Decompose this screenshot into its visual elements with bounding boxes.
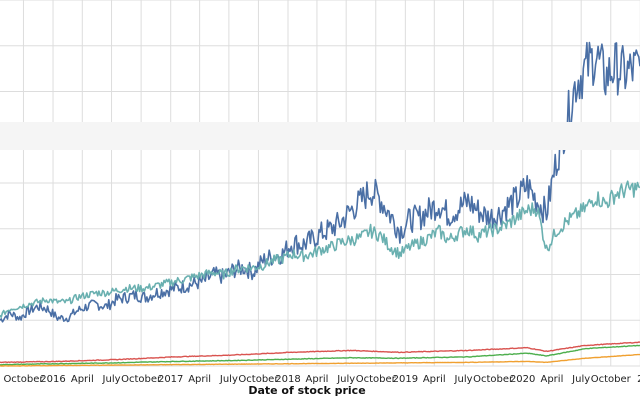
x-tick-label: April [188,374,211,385]
x-tick-label: July [454,374,473,385]
x-tick-label: July [571,374,590,385]
x-tick-label: October [473,374,514,385]
x-tick-label: October [591,374,632,385]
x-tick-label: 2017 [158,374,183,385]
x-tick-label: 2019 [393,374,418,385]
x-tick-label: October [121,374,162,385]
x-tick-label: April [306,374,329,385]
series-line-3 [0,341,640,364]
x-tick-label: October [356,374,397,385]
x-axis-title: Date of stock price [248,384,365,397]
x-tick-label: October [3,374,44,385]
x-tick-label: July [219,374,238,385]
x-tick-label: October [238,374,279,385]
series-lines [0,41,640,367]
x-tick-label: July [336,374,355,385]
x-tick-label: April [540,374,563,385]
x-tick-label: April [71,374,94,385]
x-tick-label: July [102,374,121,385]
x-tick-label: 2018 [275,374,300,385]
x-tick-label: April [423,374,446,385]
series-line-4 [0,344,640,366]
x-tick-label: 2020 [510,374,535,385]
grid [0,0,640,367]
series-line-5 [0,353,640,367]
x-tick-label: 2016 [40,374,65,385]
x-tick-label: 2 [637,374,640,385]
series-line-1 [0,41,640,323]
series-line-2 [0,180,640,318]
overlay-band [0,122,640,150]
